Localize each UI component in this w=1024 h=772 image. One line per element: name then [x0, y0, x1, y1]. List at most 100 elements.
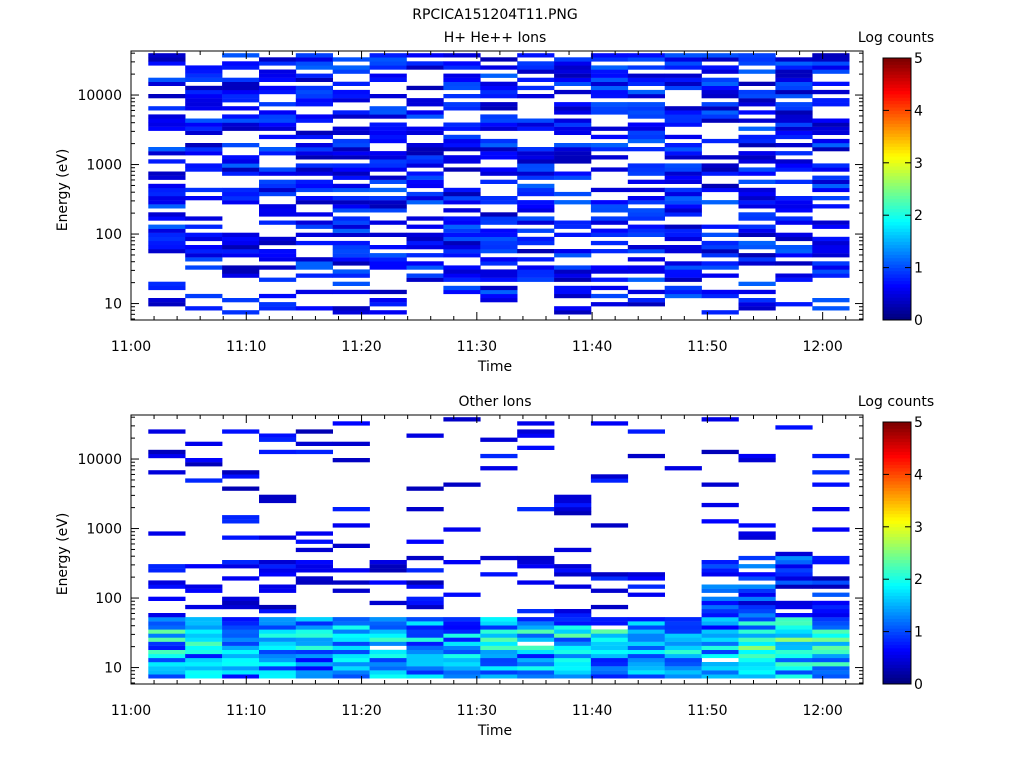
heatmap-cell [627, 429, 665, 434]
colorbar-swatch [883, 621, 911, 626]
heatmap-cell [590, 657, 629, 663]
heatmap-cell [406, 637, 444, 642]
colorbar-label: Log counts [858, 30, 934, 46]
heatmap-cell [664, 633, 702, 638]
heatmap-cell [775, 662, 813, 667]
colorbar: 0 1 2 3 4 5 [882, 51, 923, 329]
heatmap-cell [443, 265, 481, 270]
heatmap-cell [738, 228, 776, 233]
heatmap-cell [775, 61, 813, 66]
heatmap-cell [664, 110, 702, 115]
colorbar-swatch [883, 189, 911, 193]
heatmap-cell [517, 175, 555, 180]
heatmap-cell [332, 57, 370, 62]
heatmap-cell [443, 236, 481, 242]
heatmap-cell [664, 81, 702, 86]
colorbar-swatch [883, 80, 911, 85]
heatmap-cell [664, 245, 702, 250]
heatmap-cell [369, 130, 407, 135]
heatmap-cell [443, 200, 481, 205]
heatmap-cell [812, 666, 850, 671]
heatmap-cell [664, 466, 702, 471]
heatmap-cell [590, 232, 629, 237]
heatmap-cell [259, 674, 297, 679]
heatmap-cell [554, 498, 592, 504]
heatmap-cell [664, 249, 702, 254]
heatmap-cell [406, 126, 444, 131]
heatmap-cell [664, 163, 702, 168]
heatmap-cell [627, 249, 665, 254]
heatmap-cell [369, 265, 407, 270]
x-axis-label: Time [477, 723, 512, 739]
heatmap-cell [295, 65, 333, 70]
heatmap-cell [627, 147, 665, 152]
heatmap-cell [812, 482, 850, 487]
heatmap-cell [222, 232, 260, 237]
heatmap-cell [406, 584, 444, 589]
colorbar-swatch [883, 431, 911, 436]
heatmap-cell [259, 85, 297, 91]
heatmap-cell [812, 527, 850, 532]
colorbar-swatch [883, 67, 911, 72]
heatmap-cell [775, 73, 813, 78]
heatmap-cell [259, 433, 297, 438]
heatmap-cell [627, 572, 665, 577]
heatmap-cell [664, 175, 702, 180]
heatmap-cell [148, 183, 186, 189]
heatmap-cell [185, 147, 223, 152]
heatmap-cell [812, 580, 850, 585]
colorbar-swatch [883, 231, 911, 236]
colorbar-swatch [883, 484, 911, 488]
heatmap-cell [295, 232, 333, 237]
heatmap-cell [517, 621, 555, 626]
heatmap-cell [517, 200, 555, 205]
heatmap-cell [443, 641, 481, 646]
heatmap-cell [259, 118, 297, 123]
heatmap-cell [590, 674, 629, 679]
colorbar-swatch [883, 471, 911, 475]
heatmap-cell [664, 106, 702, 111]
heatmap-cell [812, 65, 850, 70]
heatmap-cell [554, 269, 592, 274]
heatmap-cell [517, 163, 555, 168]
heatmap-cell [148, 171, 186, 176]
heatmap-cell [627, 110, 665, 115]
heatmap-cell [295, 118, 333, 123]
heatmap-cell [701, 167, 739, 172]
heatmap-cell [259, 535, 297, 540]
heatmap-cell [738, 167, 776, 172]
heatmap-cell [406, 539, 444, 544]
heatmap-cell [222, 310, 260, 315]
heatmap-cell [185, 478, 223, 483]
heatmap-cell [332, 171, 370, 176]
heatmap-cell [443, 138, 481, 144]
heatmap-cell [775, 649, 813, 655]
heatmap-cell [812, 53, 850, 58]
heatmap-cell [775, 629, 813, 634]
heatmap-cell [222, 196, 260, 201]
heatmap-cell [590, 641, 629, 646]
heatmap-cell [185, 662, 223, 667]
heatmap-cell [148, 118, 186, 123]
heatmap-cell [259, 662, 297, 667]
heatmap-cell [812, 604, 850, 610]
heatmap-cell [480, 293, 518, 299]
colorbar-swatch [883, 139, 911, 144]
heatmap-cell [517, 507, 555, 512]
heatmap-cell [332, 240, 370, 246]
heatmap-cell [554, 249, 592, 254]
heatmap-cell [812, 245, 850, 250]
heatmap-cell [259, 220, 297, 225]
heatmap-cell [406, 277, 444, 282]
heatmap-cell [259, 147, 297, 152]
colorbar-swatch [883, 526, 911, 531]
heatmap-cell [590, 637, 629, 642]
heatmap-cell [590, 85, 629, 91]
heatmap-cell [185, 637, 223, 642]
heatmap-cell [812, 240, 850, 246]
heatmap-cell [259, 637, 297, 642]
heatmap-cells [148, 417, 850, 679]
heatmap-cell [738, 224, 776, 229]
heatmap-cell [185, 441, 223, 446]
heatmap-cell [701, 629, 739, 634]
